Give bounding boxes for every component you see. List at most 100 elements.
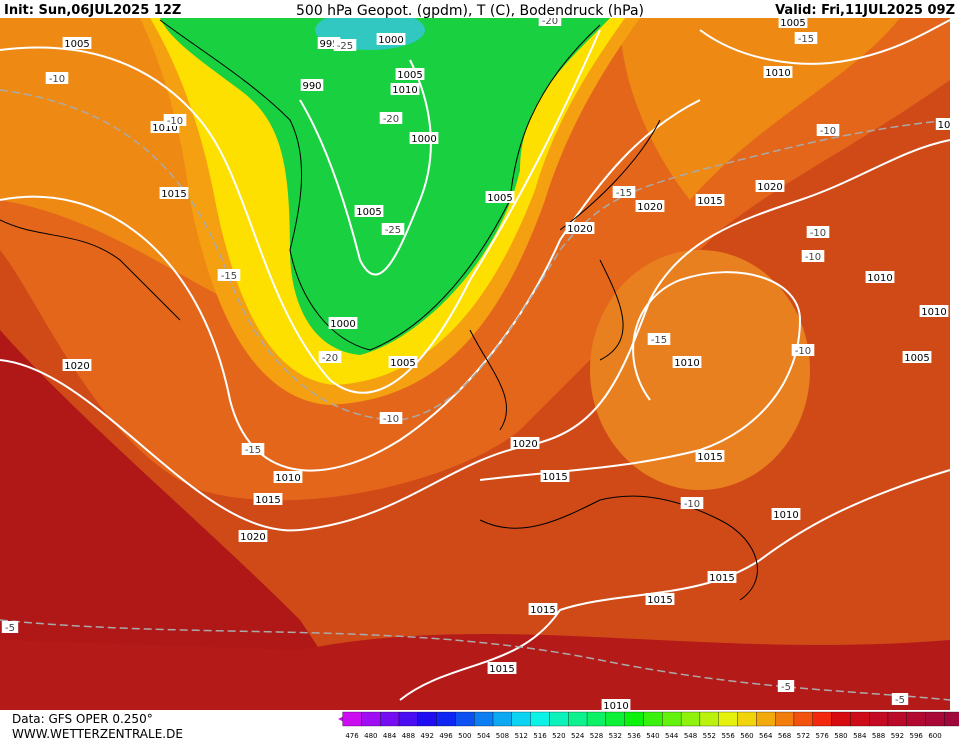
isobar-line <box>479 271 802 481</box>
isobar-label: 1020 <box>64 361 89 372</box>
isobar-label: 1015 <box>709 573 734 584</box>
isobar-label: 1015 <box>489 664 514 675</box>
temperature-label-box <box>801 250 825 262</box>
isobar-label-box <box>300 79 324 91</box>
scale-label: 480 <box>364 732 377 740</box>
isobar-label-box <box>510 437 540 449</box>
temperature-label: -15 <box>651 335 667 346</box>
isobar-label: 995 <box>319 39 338 50</box>
coastline <box>469 119 758 601</box>
isobar-label: 1000 <box>411 134 436 145</box>
temperature-label-box <box>794 32 818 44</box>
temperature-label-box <box>806 226 830 238</box>
temperature-label: -15 <box>245 445 261 456</box>
temperature-label-box <box>1 621 19 633</box>
isobar-label-box <box>390 83 420 95</box>
scale-label: 560 <box>740 732 753 740</box>
isobar-label-box <box>935 118 953 130</box>
scale-swatch <box>380 711 400 727</box>
isotherm-line <box>0 619 951 701</box>
field-green <box>160 18 610 355</box>
isobar-label-box <box>485 191 515 203</box>
scale-label: 568 <box>778 732 791 740</box>
scale-label: 484 <box>383 732 397 740</box>
scale-label: 596 <box>910 732 924 740</box>
isobar-label-box <box>695 194 725 206</box>
scale-label: 532 <box>609 732 622 740</box>
scale-swatch <box>455 711 475 727</box>
scale-label: 524 <box>571 732 585 740</box>
isobar-label: 1010 <box>603 701 628 712</box>
isobars <box>0 19 951 701</box>
temperature-label: -10 <box>383 414 399 425</box>
scale-swatch <box>398 711 418 727</box>
isobar-label-box <box>565 222 595 234</box>
isotherm-line <box>0 89 951 421</box>
temperature-label-box <box>791 344 815 356</box>
scale-swatch <box>624 711 644 727</box>
temperature-label-box <box>45 72 69 84</box>
temperature-label-box <box>891 693 909 705</box>
isobar-label: 1010 <box>674 358 699 369</box>
temperature-label-box <box>241 443 265 455</box>
isobar-label-box <box>865 271 895 283</box>
scale-label: 592 <box>891 732 904 740</box>
temperature-label: -5 <box>5 623 15 634</box>
field-dark <box>0 330 360 710</box>
scale-label: 576 <box>815 732 829 740</box>
scale-label: 600 <box>928 732 941 740</box>
isobar-label-box <box>159 187 189 199</box>
scale-label: 536 <box>627 732 641 740</box>
scale-label: 580 <box>834 732 847 740</box>
scale-swatch <box>342 711 362 727</box>
isobar-line <box>399 469 951 701</box>
isobar-label: 1000 <box>378 35 403 46</box>
scale-swatch <box>568 711 588 727</box>
isobar-label: 1010 <box>392 85 417 96</box>
temperature-label: -15 <box>221 271 237 282</box>
isobar-label-box <box>487 662 517 674</box>
isobar-line <box>0 99 701 472</box>
isobar-line <box>299 59 432 276</box>
isobar-line <box>0 139 951 532</box>
temperature-label: -25 <box>337 41 353 52</box>
isobar-label-box <box>238 530 268 542</box>
isobar-label: 1010 <box>921 307 946 318</box>
isobar-label: 1015 <box>697 452 722 463</box>
isobar-label: 1020 <box>637 202 662 213</box>
scale-label: 556 <box>721 732 735 740</box>
scale-swatch <box>605 711 625 727</box>
temperature-label-box <box>680 497 704 509</box>
isobar-label-box <box>635 200 665 212</box>
isobar-label-box <box>902 351 932 363</box>
isobar-label: 1005 <box>64 39 89 50</box>
temperature-label: -20 <box>322 353 338 364</box>
scale-swatch <box>887 711 907 727</box>
isobar-label-box <box>601 699 631 711</box>
temperature-label-box <box>381 223 405 235</box>
temperature-label: -15 <box>616 188 632 199</box>
scale-label: 548 <box>684 732 697 740</box>
isobar-label: 1020 <box>240 532 265 543</box>
scale-swatch <box>511 711 531 727</box>
isobar-label-box <box>273 471 303 483</box>
temperature-label-box <box>777 680 795 692</box>
temperature-label-box <box>217 269 241 281</box>
scale-swatch <box>718 711 738 727</box>
map-title: 500 hPa Geopot. (gpdm), T (C), Bodendruc… <box>296 3 644 19</box>
temperature-label: -20 <box>383 114 399 125</box>
coastline <box>159 19 601 351</box>
scale-swatch <box>812 711 832 727</box>
scale-label: 540 <box>646 732 659 740</box>
color-scale: 476 480 484 488 492 496 500 504 508 512 516 520 524 5… <box>338 711 959 740</box>
isobar-label: 1020 <box>757 182 782 193</box>
data-source: Data: GFS OPER 0.250° <box>12 712 153 726</box>
isobar-label: 1010 <box>275 473 300 484</box>
isobar-label-box <box>528 603 558 615</box>
scale-swatch <box>869 711 889 727</box>
scale-swatch <box>662 711 682 727</box>
temperature-label-box <box>612 186 636 198</box>
isobar-label: 1015 <box>647 595 672 606</box>
temperature-label: -10 <box>49 74 65 85</box>
isobar-label: 1005 <box>356 207 381 218</box>
